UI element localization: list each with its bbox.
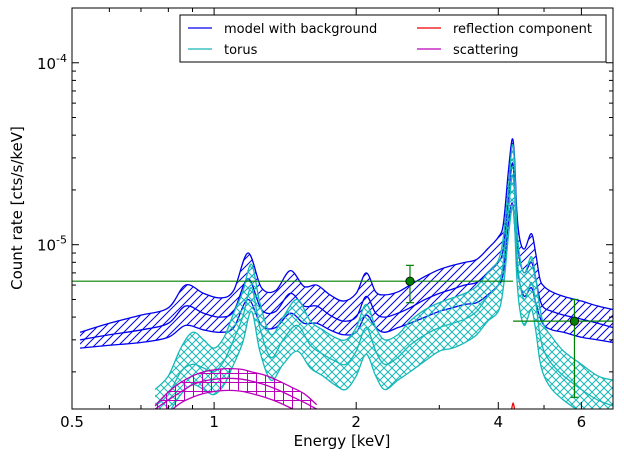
- data-points: [72, 264, 613, 398]
- band-lower-torus: [170, 206, 578, 409]
- data-point-1: [72, 264, 514, 304]
- band-upper-torus: [154, 143, 613, 390]
- axis-ticks: 0.5 1 2 4 6 10-5 10-4: [37, 8, 613, 431]
- x-tick-label: 6: [577, 413, 587, 431]
- data-point-marker: [569, 316, 580, 326]
- band-fill-torus: [155, 144, 613, 409]
- band-upper-model-with-background: [79, 138, 613, 333]
- data-point-marker: [405, 276, 415, 286]
- band-scattering: [154, 367, 318, 409]
- legend-label: model with background: [224, 22, 377, 37]
- legend-entry-torus: torus: [188, 43, 258, 58]
- reflection-component-line: [511, 402, 516, 409]
- x-tick-label: 2: [351, 413, 361, 431]
- y-tick-label: 10-5: [37, 234, 67, 255]
- legend-entry-model-with-background: model with background: [188, 22, 377, 37]
- band-fill-scattering: [155, 368, 317, 409]
- band-center-scattering: [154, 377, 318, 409]
- y-axis-label: Count rate [cts/s/keV]: [8, 126, 26, 290]
- legend-entry-scattering: scattering: [417, 43, 519, 58]
- legend-label: torus: [224, 43, 258, 58]
- band-torus: [154, 143, 613, 409]
- band-lower-scattering: [171, 389, 295, 409]
- x-tick-label: 0.5: [60, 413, 84, 431]
- x-axis-label: Energy [keV]: [294, 432, 391, 450]
- data-point-2: [513, 298, 613, 398]
- model-bands: [79, 138, 613, 409]
- band-upper-scattering: [154, 367, 318, 407]
- legend-box: [179, 14, 607, 63]
- band-center-torus: [154, 174, 613, 407]
- legend-label: scattering: [453, 43, 519, 58]
- x-tick-label: 1: [209, 413, 219, 431]
- legend-label: reflection component: [453, 22, 592, 37]
- y-tick-label: 10-4: [37, 52, 67, 73]
- legend: model with background reflection componen…: [179, 14, 607, 63]
- plot-frame: [71, 7, 614, 410]
- x-tick-label: 4: [494, 413, 504, 431]
- legend-entry-reflection-component: reflection component: [417, 22, 592, 37]
